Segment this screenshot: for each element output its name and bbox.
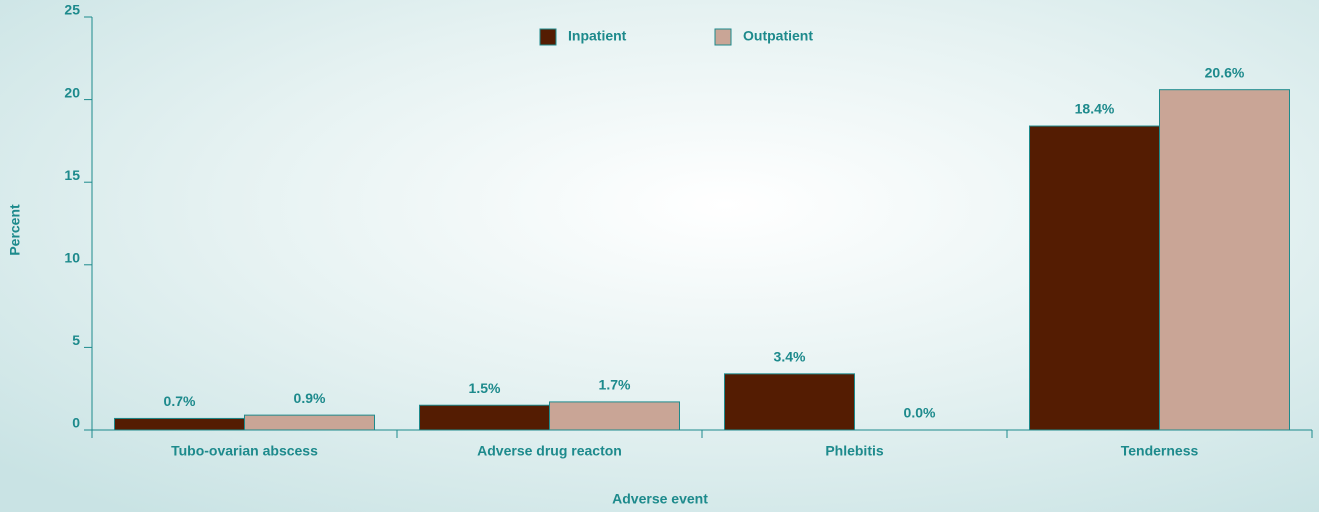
bar: [549, 401, 680, 431]
x-tick-label: Tenderness: [1121, 443, 1199, 459]
legend-swatch: [714, 28, 732, 46]
bar: [114, 417, 245, 431]
x-axis-label: Adverse event: [612, 491, 708, 507]
value-label: 0.9%: [294, 390, 326, 406]
value-label: 1.7%: [599, 377, 631, 393]
value-label: 20.6%: [1205, 64, 1245, 80]
bar: [1029, 125, 1160, 431]
y-tick-label: 0: [72, 415, 80, 431]
y-tick-label: 25: [64, 2, 80, 18]
y-axis-label: Percent: [7, 204, 23, 256]
value-label: 1.5%: [469, 380, 501, 396]
value-label: 0.0%: [904, 405, 936, 421]
x-tick-label: Phlebitis: [825, 443, 884, 459]
legend-swatch: [539, 28, 557, 46]
y-tick-label: 20: [64, 84, 80, 100]
legend-label: Outpatient: [743, 28, 813, 44]
bar: [724, 373, 855, 431]
bar: [244, 414, 375, 431]
bar: [419, 404, 550, 431]
legend-label: Inpatient: [568, 28, 627, 44]
y-tick-label: 15: [64, 167, 80, 183]
value-label: 0.7%: [164, 393, 196, 409]
bar: [1159, 89, 1290, 431]
y-tick-label: 10: [64, 250, 80, 266]
x-tick-label: Tubo-ovarian abscess: [171, 443, 318, 459]
y-tick-label: 5: [72, 332, 80, 348]
value-label: 3.4%: [774, 349, 806, 365]
x-tick-label: Adverse drug reacton: [477, 443, 622, 459]
value-label: 18.4%: [1075, 101, 1115, 117]
